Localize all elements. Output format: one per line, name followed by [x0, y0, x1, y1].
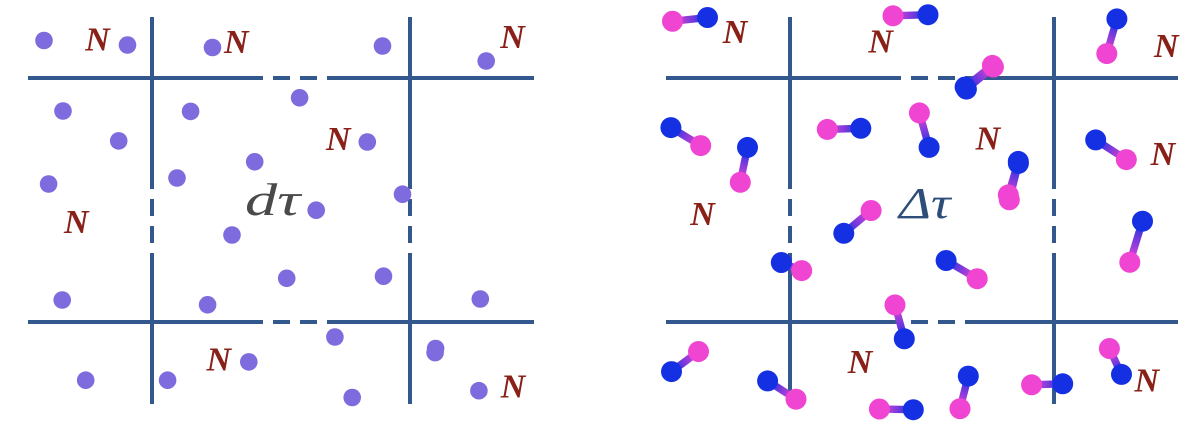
- svg-text:N: N: [499, 19, 526, 56]
- svg-text:N: N: [867, 24, 894, 61]
- svg-text:N: N: [1134, 363, 1161, 400]
- svg-text:N: N: [63, 204, 90, 241]
- svg-text:N: N: [325, 121, 352, 158]
- svg-text:N: N: [975, 121, 1002, 158]
- svg-text:N: N: [722, 14, 749, 51]
- svg-text:N: N: [205, 341, 232, 378]
- svg-text:N: N: [689, 196, 716, 233]
- svg-text:N: N: [847, 344, 874, 381]
- svg-text:N: N: [1150, 136, 1177, 173]
- svg-text:N: N: [84, 21, 111, 58]
- svg-text:N: N: [223, 24, 250, 61]
- svg-text:dτ: dτ: [245, 175, 303, 226]
- svg-text:N: N: [500, 368, 527, 405]
- svg-text:Δτ: Δτ: [897, 179, 953, 228]
- svg-text:N: N: [1153, 28, 1180, 65]
